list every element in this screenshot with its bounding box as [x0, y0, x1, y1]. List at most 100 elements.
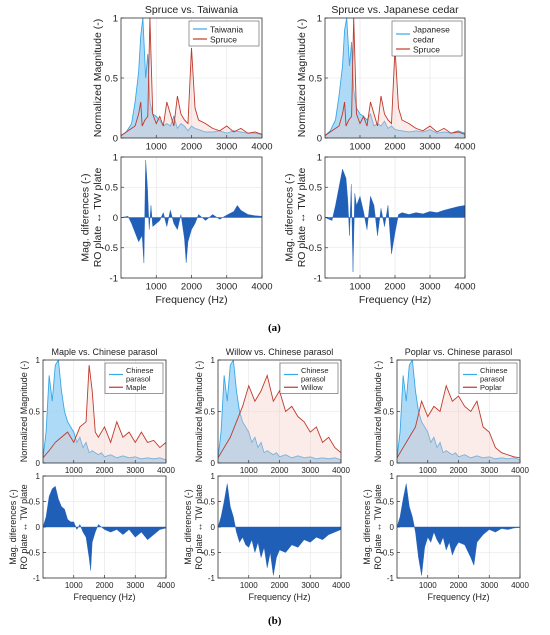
x-tick-label: 3000 — [419, 282, 440, 293]
y-tick-label: 0.5 — [204, 497, 216, 506]
series-area-1 — [43, 365, 166, 463]
chart-a4: 1000 2000 3000 4000 -1 -0.5 0 0.5 1 Frequency (Hz… — [284, 152, 476, 306]
legend-label: parasol — [126, 375, 151, 384]
caption-b: (b) — [268, 615, 282, 627]
legend-label: Chinese — [126, 366, 154, 375]
x-tick-label: 1000 — [146, 282, 167, 293]
y-tick-label: 1 — [390, 472, 395, 481]
x-tick-label: 1000 — [349, 142, 370, 153]
chart-a3: 1000 2000 3000 4000 -1 -0.5 0 0.5 1 Frequency (Hz… — [80, 152, 273, 306]
legend-label: Willow — [301, 383, 323, 392]
y-tick-label: 1 — [317, 152, 322, 163]
x-axis-label: Frequency (Hz) — [73, 592, 135, 602]
y-tick-label: 1 — [113, 13, 118, 24]
series-area-1 — [325, 18, 465, 138]
x-tick-label: 1000 — [240, 581, 258, 590]
y-tick-label: -0.5 — [102, 243, 118, 254]
x-tick-label: 1000 — [349, 282, 370, 293]
x-tick-label: 4000 — [332, 581, 350, 590]
y-tick-label: 0 — [390, 459, 395, 468]
y-tick-label: -0.5 — [201, 548, 215, 557]
y-tick-label: 1 — [211, 356, 216, 365]
series-area-0 — [397, 360, 520, 463]
legend-label: Maple — [126, 383, 146, 392]
x-tick-label: 4000 — [157, 581, 175, 590]
x-tick-label: 1000 — [240, 466, 258, 475]
difference-area — [121, 160, 262, 263]
x-tick-label: 4000 — [251, 282, 272, 293]
y-axis-label: Mag. diferences (-) — [8, 489, 18, 565]
x-tick-label: 2000 — [181, 282, 202, 293]
y-axis-label: Normalized Magnitude (-) — [194, 361, 204, 463]
legend-box — [279, 362, 339, 394]
chart-title: Spruce vs. Japanese cedar — [331, 4, 459, 16]
x-tick-label: 4000 — [157, 466, 175, 475]
legend-label: cedar — [413, 35, 434, 45]
y-tick-label: 1 — [211, 472, 216, 481]
legend-box — [391, 20, 463, 57]
legend-box — [458, 362, 518, 394]
difference-area — [43, 485, 166, 571]
series-line-1 — [43, 365, 166, 459]
y-axis-label: Normalized Magnitude (-) — [19, 361, 29, 463]
x-tick-label: 1000 — [65, 466, 83, 475]
y-tick-label: 0.5 — [383, 407, 395, 416]
y-tick-label: 0 — [36, 523, 41, 532]
x-tick-label: 3000 — [419, 142, 440, 153]
legend-label: parasol — [480, 375, 505, 384]
y-tick-label: 0 — [36, 459, 41, 468]
y-tick-label: 0.5 — [309, 73, 322, 84]
legend-label: Spruce — [210, 35, 237, 45]
series-line-1 — [121, 18, 262, 136]
y-axis-label-secondary: RO plate ↔ TW plate — [296, 168, 308, 268]
legend-label: Chinese — [301, 366, 329, 375]
y-tick-label: 0.5 — [105, 73, 118, 84]
y-tick-label: 0.5 — [309, 183, 322, 194]
y-tick-label: -0.5 — [26, 548, 40, 557]
x-tick-label: 4000 — [511, 581, 529, 590]
chart-b4: 1000 2000 3000 4000 -1 -0.5 0 0.5 1 Frequency (Hz… — [8, 472, 175, 602]
y-axis-label: Mag. diferences (-) — [183, 489, 193, 565]
y-tick-label: 0.5 — [29, 497, 41, 506]
y-axis-label-secondary: RO plate ↔ TW plate — [92, 168, 104, 268]
x-tick-label: 2000 — [271, 466, 289, 475]
chart-b6: 1000 2000 3000 4000 -1 -0.5 0 0.5 1 Frequency (Hz… — [362, 472, 529, 602]
series-line-1 — [325, 18, 465, 136]
x-tick-label: 4000 — [454, 282, 475, 293]
series-area-0 — [218, 360, 341, 463]
y-tick-label: 0 — [317, 133, 322, 144]
y-axis-label-secondary: RO plate ↔ TW plate — [194, 484, 204, 569]
x-axis-label: Frequency (Hz) — [359, 294, 431, 306]
series-line-1 — [218, 373, 341, 459]
y-tick-label: 0 — [211, 459, 216, 468]
x-tick-label: 3000 — [480, 466, 498, 475]
y-axis-label: Mag. diferences (-) — [284, 173, 296, 261]
legend-box — [188, 20, 260, 47]
series-area-1 — [121, 18, 262, 138]
x-tick-label: 4000 — [454, 142, 475, 153]
y-tick-label: 0 — [317, 213, 322, 224]
y-tick-label: 1 — [36, 472, 41, 481]
chart-b3: 1000 2000 3000 4000 0 0.5 1 Poplar vs. Chinese … — [373, 347, 529, 475]
series-line-0 — [325, 18, 465, 136]
difference-area — [325, 168, 465, 272]
y-tick-label: 0 — [390, 523, 395, 532]
y-tick-label: -0.5 — [380, 548, 394, 557]
chart-title: Willow vs. Chinese parasol — [226, 347, 334, 357]
difference-area — [397, 483, 520, 576]
y-tick-label: 1 — [390, 356, 395, 365]
series-line-0 — [397, 360, 520, 461]
x-tick-label: 2000 — [450, 581, 468, 590]
y-tick-label: 0.5 — [383, 497, 395, 506]
chart-b5: 1000 2000 3000 4000 -1 -0.5 0 0.5 1 Frequency (Hz… — [183, 472, 350, 602]
series-line-0 — [218, 360, 341, 461]
caption-a: (a) — [268, 322, 281, 334]
y-tick-label: -1 — [208, 574, 216, 583]
series-line-0 — [121, 18, 262, 136]
series-area-1 — [397, 385, 520, 463]
x-tick-label: 2000 — [384, 142, 405, 153]
